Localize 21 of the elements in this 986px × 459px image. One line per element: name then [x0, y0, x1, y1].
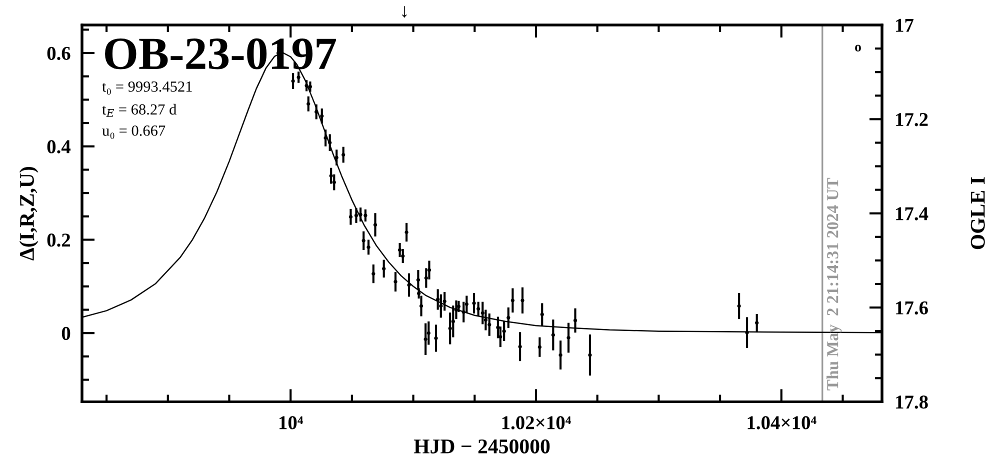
x-tick-label: 1.02×10⁴ [502, 416, 571, 430]
text: ↓ [402, 6, 407, 18]
y-tick-label: 0.6 [47, 46, 70, 60]
y-tick-label: 0.4 [47, 140, 71, 154]
annotation: Thu May 2 21:14:31 2024 UT [826, 178, 842, 390]
x-tick-label: 10⁴ [280, 416, 304, 430]
y-tick-label: 0 [62, 326, 70, 340]
x-axis-title: HJD − 2450000 [414, 439, 550, 454]
annotation: o [855, 44, 861, 52]
y2-tick-label: 17.8 [896, 396, 928, 409]
y-tick-label: 0.2 [47, 234, 70, 247]
annotation: u₀ = 0.667 [102, 125, 166, 139]
y2-tick-label: 17.2 [896, 113, 928, 126]
y2-tick-label: 17.6 [896, 301, 928, 315]
annotation: t₀ = 9993.4521 [102, 81, 192, 95]
x-tick-label: 1.04×10⁴ [748, 416, 816, 430]
y2-tick-label: 17.4 [896, 207, 928, 220]
y2-axis-title: OGLE I [970, 177, 985, 250]
y2-tick-label: 17 [896, 18, 914, 32]
y-axis-title: Δ(I,R,Z,U) [19, 166, 38, 260]
annotation: t$_{E}$ = 68.27 d [102, 104, 176, 117]
